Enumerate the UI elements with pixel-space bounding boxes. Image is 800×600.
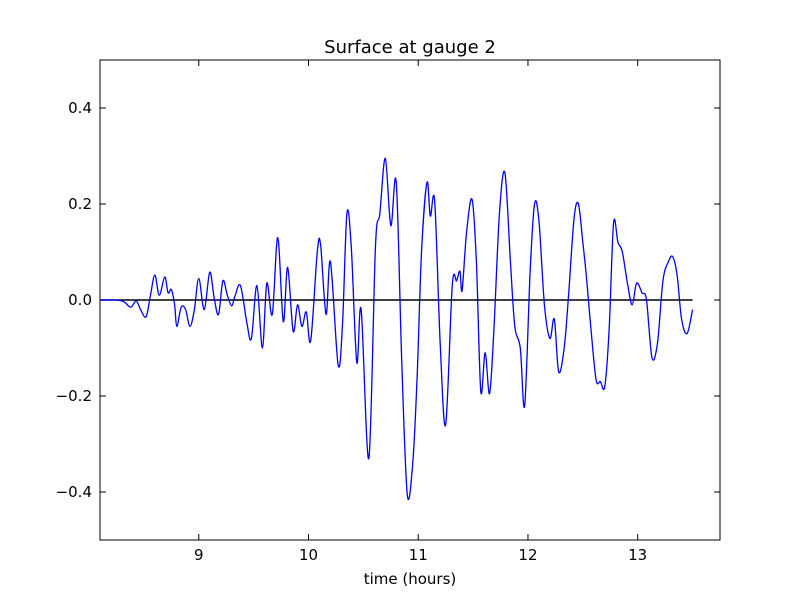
x-axis-label: time (hours)	[364, 570, 457, 588]
y-tick-label: 0.2	[68, 195, 92, 213]
x-tick-label: 13	[628, 546, 647, 564]
plot-area	[99, 157, 694, 501]
x-tick-label: 12	[518, 546, 537, 564]
x-tick-label: 9	[194, 546, 204, 564]
y-tick-label: −0.2	[56, 387, 92, 405]
y-tick-label: −0.4	[56, 483, 92, 501]
y-tick-label: 0.4	[68, 99, 92, 117]
x-tick-label: 10	[299, 546, 318, 564]
x-tick-label: 11	[409, 546, 428, 564]
series-line	[99, 157, 694, 501]
y-tick-label: 0.0	[68, 291, 92, 309]
axis-ticks: 9 10 11 12 13 −0.4 −0.2 0.0 0.2 0.4	[56, 60, 720, 564]
chart-title: Surface at gauge 2	[324, 37, 496, 58]
